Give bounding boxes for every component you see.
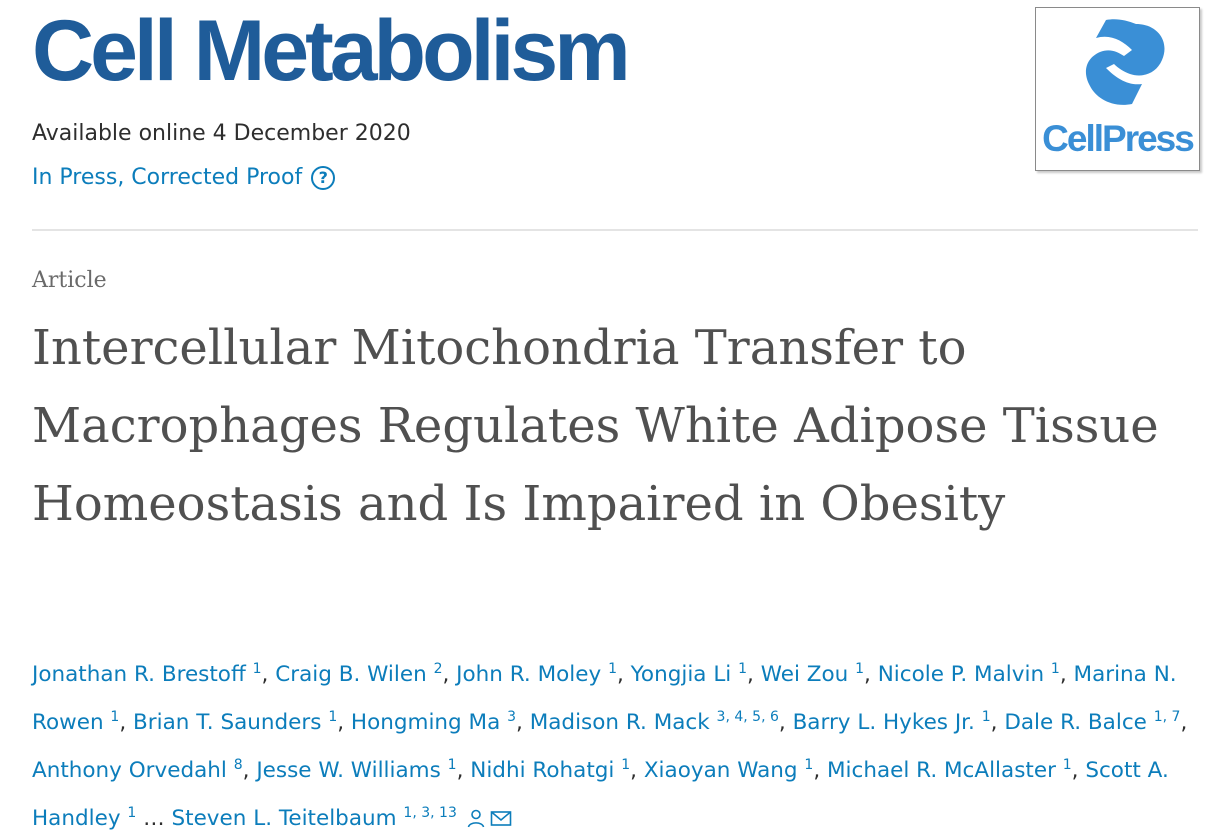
author-name-last[interactable]: Steven L. Teitelbaum (171, 806, 397, 831)
author-list: Jonathan R. Brestoff 1, Craig B. Wilen 2… (32, 648, 1202, 840)
article-title: Intercellular Mitochondria Transfer to M… (32, 320, 1159, 532)
author-name[interactable]: Michael R. McAllaster (826, 758, 1056, 783)
author-affiliation[interactable]: 2 (433, 661, 443, 677)
author-separator: , (442, 662, 457, 687)
author-affiliation-last[interactable]: 1, 3, 13 (403, 805, 457, 821)
author-separator: , (516, 710, 530, 735)
author-separator: , (990, 710, 1005, 735)
header-divider (32, 229, 1198, 231)
author-separator: , (261, 662, 276, 687)
article-type: Article (32, 268, 107, 293)
author-name[interactable]: Jesse W. Williams (256, 758, 441, 783)
corresponding-author-icons (466, 808, 512, 828)
author-affiliation[interactable]: 1 (110, 709, 120, 725)
author-separator: , (1071, 758, 1086, 783)
author-affiliation[interactable]: 1, 7 (1153, 709, 1181, 725)
author-separator: , (242, 758, 257, 783)
cellpress-logo-mark-icon (1085, 19, 1165, 105)
author-name[interactable]: Xiaoyan Wang (643, 758, 798, 783)
author-name[interactable]: Dale R. Balce (1004, 710, 1147, 735)
author-separator: , (747, 662, 761, 687)
publication-status: In Press, Corrected Proof ? (32, 165, 336, 190)
author-separator: , (337, 710, 351, 735)
author-affiliation[interactable]: 3, 4, 5, 6 (716, 709, 779, 725)
author-name[interactable]: Hongming Ma (350, 710, 501, 735)
author-name[interactable]: Craig B. Wilen (275, 662, 427, 687)
author-name[interactable]: Brian T. Saunders (133, 710, 322, 735)
author-affiliation[interactable]: 1 (621, 757, 631, 773)
author-affiliation[interactable]: 1 (328, 709, 338, 725)
author-ellipsis: … (143, 806, 165, 831)
author-affiliation[interactable]: 1 (608, 661, 617, 677)
author-affiliation[interactable]: 1 (447, 757, 457, 773)
author-separator: , (616, 662, 631, 687)
author-affiliation[interactable]: 1 (738, 661, 748, 677)
question-circle-icon[interactable]: ? (311, 165, 336, 190)
author-name[interactable]: Madison R. Mack (529, 710, 710, 735)
author-name[interactable]: Nicole P. Malvin (877, 662, 1045, 687)
author-separator: , (1059, 662, 1074, 687)
author-separator: , (119, 710, 134, 735)
publisher-logo-text: CellPress (1042, 118, 1195, 159)
author-name[interactable]: Anthony Orvedahl (32, 758, 227, 783)
publication-status-link[interactable]: In Press, Corrected Proof (32, 165, 303, 190)
author-affiliation[interactable]: 3 (507, 709, 517, 725)
envelope-icon[interactable] (490, 808, 512, 828)
author-affiliation[interactable]: 1 (252, 661, 262, 677)
author-affiliation[interactable]: 1 (1050, 661, 1060, 677)
author-separator: , (456, 758, 471, 783)
author-separator: , (630, 758, 644, 783)
author-affiliation[interactable]: 8 (233, 757, 243, 773)
author-separator: , (864, 662, 878, 687)
author-name[interactable]: John R. Moley (456, 662, 602, 687)
author-separator: , (813, 758, 827, 783)
author-name[interactable]: Nidhi Rohatgi (470, 758, 615, 783)
author-separator: , (778, 710, 793, 735)
publisher-logo[interactable]: CellPress (1035, 7, 1200, 171)
author-name[interactable]: Yongjia Li (630, 662, 732, 687)
author-name[interactable]: Barry L. Hykes Jr. (792, 710, 975, 735)
author-name[interactable]: Marina N. Rowen (32, 662, 1177, 735)
author-separator: , (1180, 710, 1188, 735)
person-icon[interactable] (466, 808, 486, 828)
author-affiliation[interactable]: 1 (804, 757, 814, 773)
journal-title[interactable]: Cell Metabolism (32, 3, 631, 99)
author-affiliation[interactable]: 1 (981, 709, 991, 725)
author-affiliation[interactable]: 1 (127, 805, 137, 821)
author-affiliation[interactable]: 1 (855, 661, 865, 677)
author-affiliation[interactable]: 1 (1062, 757, 1072, 773)
author-name[interactable]: Jonathan R. Brestoff (32, 662, 246, 687)
available-online-date: Available online 4 December 2020 (32, 121, 411, 146)
author-name[interactable]: Wei Zou (760, 662, 849, 687)
